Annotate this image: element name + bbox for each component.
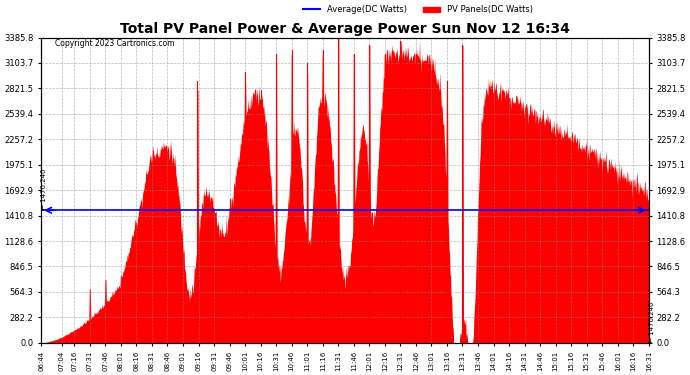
Legend: Average(DC Watts), PV Panels(DC Watts): Average(DC Watts), PV Panels(DC Watts) (300, 2, 536, 18)
Title: Total PV Panel Power & Average Power Sun Nov 12 16:34: Total PV Panel Power & Average Power Sun… (120, 22, 570, 36)
Text: ← 1470.240: ← 1470.240 (649, 301, 655, 343)
Text: ← 1470.240: ← 1470.240 (41, 169, 47, 210)
Text: Copyright 2023 Cartronics.com: Copyright 2023 Cartronics.com (55, 39, 175, 48)
